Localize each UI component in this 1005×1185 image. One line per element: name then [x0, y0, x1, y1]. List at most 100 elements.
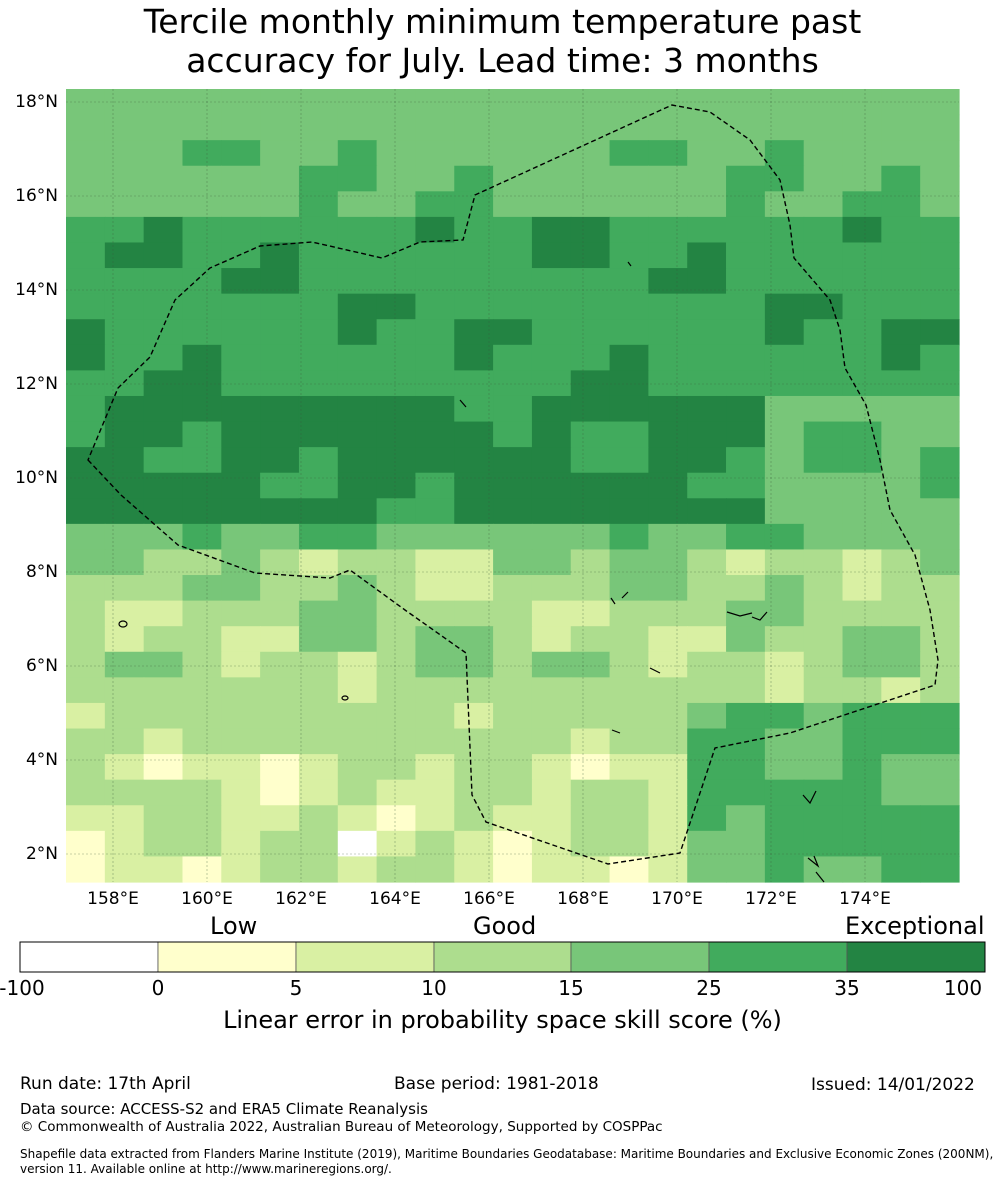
skill-cell [881, 165, 921, 192]
skill-cell [221, 395, 261, 423]
skill-cell [143, 165, 184, 192]
skill-cell [415, 268, 455, 295]
skill-cell [881, 395, 921, 423]
skill-cell [143, 216, 184, 244]
skill-cell [803, 600, 844, 627]
skill-cell [298, 830, 339, 858]
skill-cell [104, 498, 145, 525]
skill-cell [726, 805, 766, 832]
skill-cell [415, 754, 455, 781]
skill-cell [570, 191, 611, 218]
skill-cell [648, 830, 688, 858]
skill-cell [726, 523, 766, 551]
skill-cell [687, 242, 727, 269]
skill-cell [609, 498, 649, 525]
skill-cell [570, 549, 611, 576]
skill-cell [531, 370, 572, 397]
skill-cell [531, 268, 572, 295]
skill-cell [260, 472, 300, 499]
lon-tick-172e: 172°E [745, 889, 797, 909]
skill-cell [337, 395, 378, 423]
skill-cell [803, 395, 844, 423]
skill-cell [803, 805, 844, 832]
skill-cell [648, 754, 688, 781]
skill-cell [920, 498, 960, 525]
skill-cell [531, 600, 572, 627]
skill-cell [920, 114, 960, 141]
skill-cell [66, 165, 106, 192]
skill-cell [66, 626, 106, 653]
skill-cell [298, 856, 339, 883]
skill-cell [337, 421, 378, 448]
skill-cell [182, 293, 222, 320]
skill-cell [803, 728, 844, 755]
skill-cell [764, 856, 805, 883]
skill-cell [726, 626, 766, 653]
skill-cell [221, 779, 261, 806]
skill-cell [260, 830, 300, 858]
skill-cell [260, 293, 300, 320]
cb-tick-15: 15 [558, 976, 584, 1000]
skill-cell [764, 805, 805, 832]
skill-cell [104, 626, 145, 653]
skill-cell [298, 395, 339, 423]
skill-cell [842, 472, 882, 499]
skill-cell [182, 140, 222, 167]
skill-cell [881, 498, 921, 525]
copyright-notice: © Commonwealth of Australia 2022, Austra… [20, 1119, 663, 1135]
skill-cell [260, 268, 300, 295]
skill-cell [493, 523, 533, 551]
skill-cell [415, 651, 455, 678]
skill-cell [570, 677, 611, 704]
skill-cell [104, 114, 145, 141]
skill-cell [454, 600, 494, 627]
title-line-2: accuracy for July. Lead time: 3 months [186, 41, 819, 80]
skill-cell [298, 575, 339, 602]
map-title: Tercile monthly minimum temperature past… [0, 2, 1005, 80]
skill-cell [104, 677, 145, 704]
skill-cell [648, 702, 688, 730]
skill-cell [260, 600, 300, 627]
skill-cell [920, 421, 960, 448]
skill-cell [182, 395, 222, 423]
skill-cell [143, 114, 184, 141]
skill-cell [570, 805, 611, 832]
skill-cell [842, 523, 882, 551]
skill-cell [648, 498, 688, 525]
skill-cell [415, 575, 455, 602]
skill-cell [920, 626, 960, 653]
skill-cell [66, 523, 106, 551]
skill-cell [648, 191, 688, 218]
skill-cell [182, 575, 222, 602]
skill-cell [260, 523, 300, 551]
skill-cell [415, 728, 455, 755]
skill-cell [726, 830, 766, 858]
skill-cell [726, 344, 766, 371]
skill-cell [609, 165, 649, 192]
skill-cell [493, 600, 533, 627]
skill-cell [570, 702, 611, 730]
skill-cell [376, 447, 417, 474]
skill-cell [260, 549, 300, 576]
skill-cell [531, 677, 572, 704]
skill-cell [803, 523, 844, 551]
skill-cell [842, 856, 882, 883]
colorbar-swatch-1 [157, 941, 297, 973]
skill-cell [376, 165, 417, 192]
skill-cell [648, 293, 688, 320]
colorbar-swatches [19, 941, 986, 973]
skill-cell [493, 805, 533, 832]
skill-cell [726, 421, 766, 448]
skill-cell [531, 754, 572, 781]
skill-cell [454, 523, 494, 551]
skill-cell [726, 268, 766, 295]
skill-cell [726, 242, 766, 269]
skill-cell [531, 216, 572, 244]
skill-cell [609, 754, 649, 781]
skill-cell [687, 830, 727, 858]
skill-cell [493, 498, 533, 525]
skill-cell [570, 575, 611, 602]
skill-cell [803, 754, 844, 781]
skill-cell [182, 472, 222, 499]
